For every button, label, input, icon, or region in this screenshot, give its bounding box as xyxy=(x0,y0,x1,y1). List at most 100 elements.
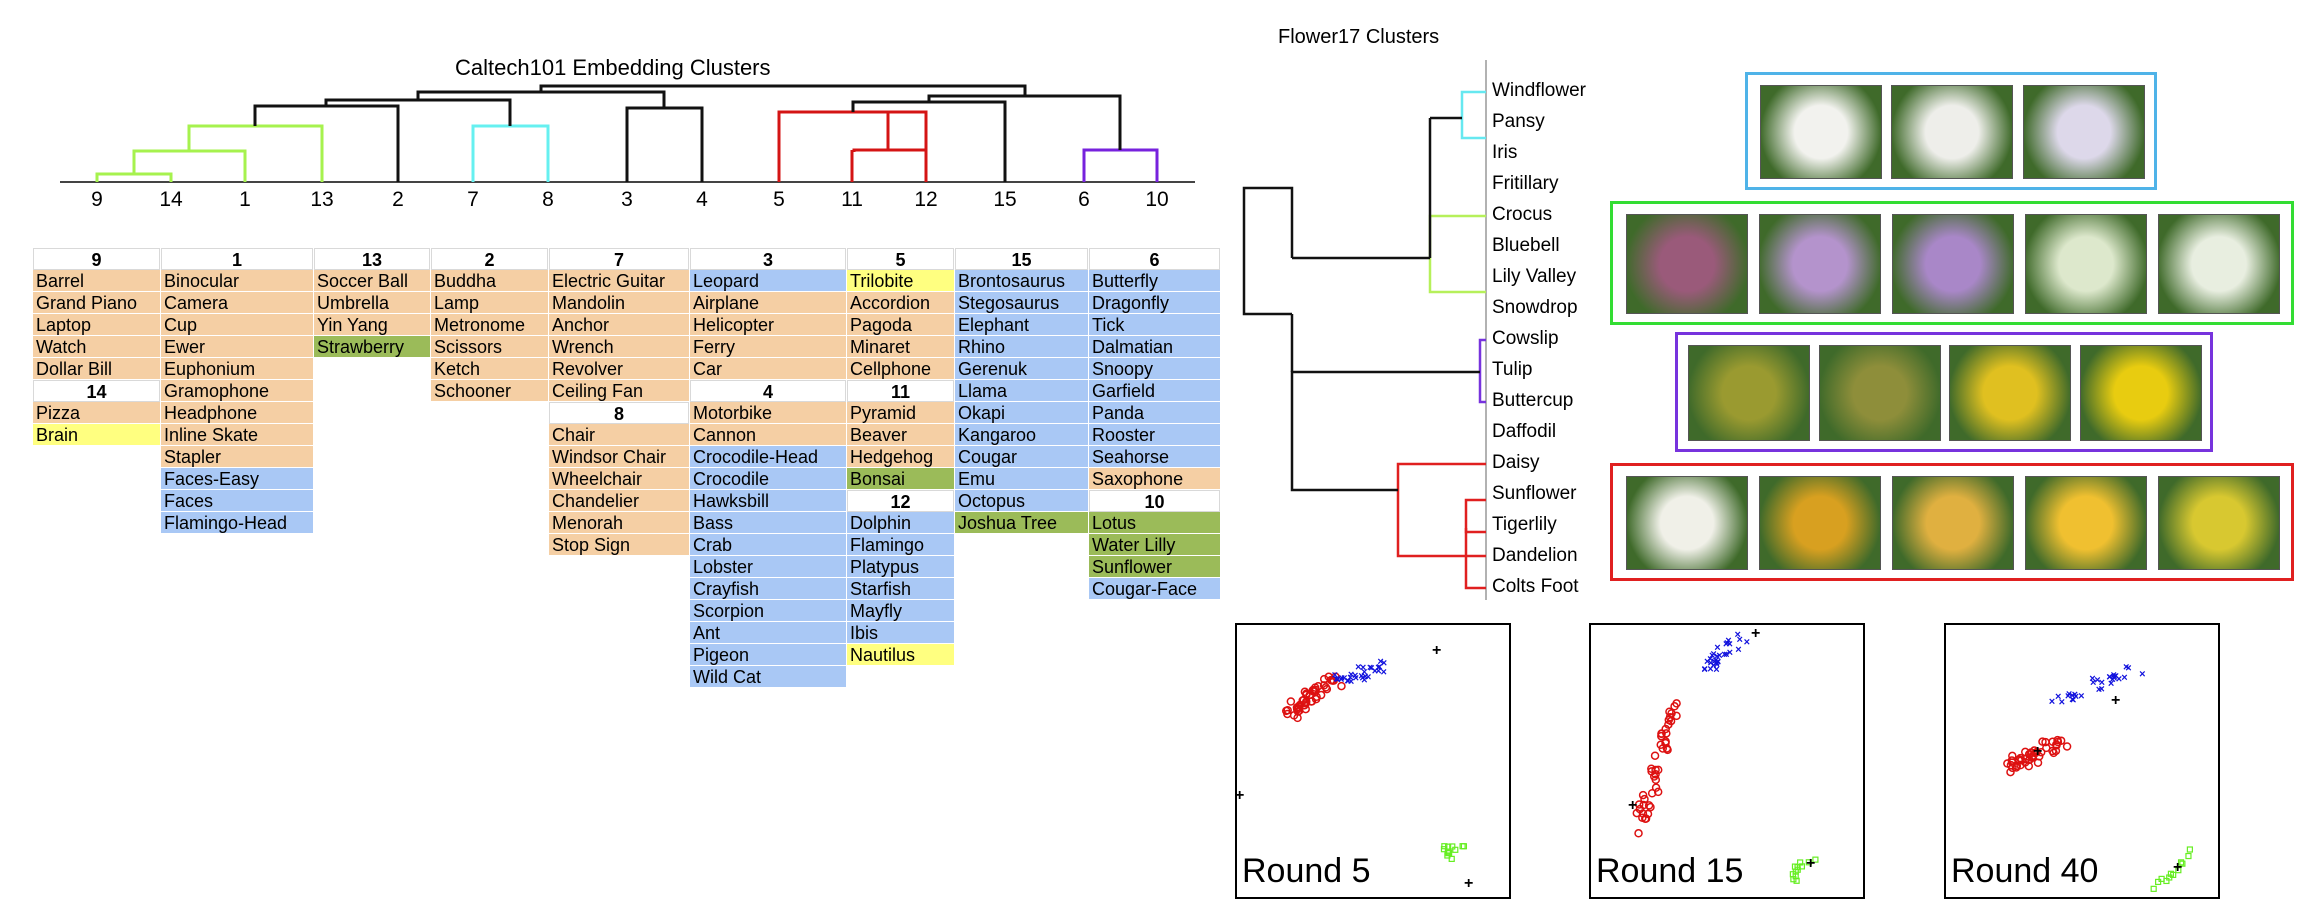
cluster-item: Gerenuk xyxy=(955,358,1088,380)
scatter-center: + xyxy=(2111,692,2120,709)
scatter-point: × xyxy=(1713,657,1719,669)
scatter-point xyxy=(2163,877,2170,885)
scatter-point: × xyxy=(1348,669,1354,681)
scatter-point: × xyxy=(2106,671,2112,683)
flower-group-box xyxy=(1745,72,2157,190)
scatter-point: × xyxy=(1707,654,1713,666)
scatter-point: × xyxy=(2116,673,2122,685)
scatter-point xyxy=(1646,802,1655,812)
scatter-point xyxy=(1798,863,1806,870)
leaf-label: 1 xyxy=(239,188,251,211)
scatter-point xyxy=(1316,690,1326,700)
cluster-item: Rhino xyxy=(955,336,1088,358)
flower-thumbnail xyxy=(2025,476,2147,570)
cluster-header: 7 xyxy=(549,248,689,270)
scatter-point: × xyxy=(2065,691,2071,703)
scatter-point: × xyxy=(2123,661,2129,673)
scatter-point xyxy=(1647,788,1657,798)
cluster-item: Wheelchair xyxy=(549,468,689,490)
cluster-item: Ferry xyxy=(690,336,846,358)
cluster-item: Watch xyxy=(33,336,160,358)
scatter-point: × xyxy=(1367,662,1373,674)
caltech-dendrogram xyxy=(60,84,1195,183)
scatter-point: × xyxy=(2121,672,2127,684)
cluster-item: Brontosaurus xyxy=(955,270,1088,292)
cluster-item: Trilobite xyxy=(847,270,954,292)
scatter-point xyxy=(1647,764,1656,773)
cluster-item: Rooster xyxy=(1089,424,1220,446)
scatter-point xyxy=(1638,790,1648,800)
round-label: Round 5 xyxy=(1242,852,1371,890)
scatter-center: + xyxy=(1751,625,1760,642)
flower-thumbnail xyxy=(2158,476,2280,570)
flower-label: Daffodil xyxy=(1492,421,1557,442)
cluster-column: 5 Trilobite Accordion Pagoda Minaret Cellphon… xyxy=(847,248,954,666)
scatter-point xyxy=(1656,740,1665,750)
scatter-point: × xyxy=(1352,670,1358,682)
scatter-point xyxy=(2150,885,2157,892)
cluster-item: Yin Yang xyxy=(314,314,430,336)
scatter-point xyxy=(2167,870,2175,877)
cluster-item: Dolphin xyxy=(847,512,954,534)
cluster-column: 2 Buddha Lamp Metronome Scissors Ketch Schoone… xyxy=(431,248,548,402)
scatter-point: × xyxy=(1375,662,1381,674)
scatter-point: × xyxy=(1714,659,1720,671)
scatter-point xyxy=(1805,859,1812,866)
scatter-point: × xyxy=(1338,674,1344,686)
scatter-point xyxy=(1311,694,1321,704)
scatter-point xyxy=(1650,751,1660,760)
cluster-item: Dragonfly xyxy=(1089,292,1220,314)
leaf-label: 11 xyxy=(841,188,863,211)
scatter-point: × xyxy=(1345,676,1351,688)
cluster-column: 7 Electric Guitar Mandolin Anchor Wrench Revo… xyxy=(549,248,689,556)
cluster-item: Bass xyxy=(690,512,846,534)
scatter-point: × xyxy=(1361,674,1367,686)
cluster-item: Cellphone xyxy=(847,358,954,380)
scatter-point xyxy=(1665,707,1674,716)
flower-thumbnail xyxy=(1892,214,2014,314)
scatter-point xyxy=(1448,855,1455,862)
scatter-point xyxy=(1812,856,1819,863)
cluster-item: Camera xyxy=(161,292,313,314)
flower-label: Pansy xyxy=(1492,111,1545,132)
scatter-points: ××××××××××××××××××××××××××××××+++ xyxy=(2003,661,2193,892)
flower-thumbnail xyxy=(1891,85,2013,179)
scatter-point xyxy=(1308,686,1318,696)
scatter-point: × xyxy=(2106,672,2112,684)
cluster-item: Laptop xyxy=(33,314,160,336)
scatter-point xyxy=(1281,706,1291,716)
cluster-item: Umbrella xyxy=(314,292,430,314)
scatter-point: × xyxy=(2049,696,2055,708)
scatter-points: ××××××××××××××××××××××××××××××+++ xyxy=(1628,625,1819,884)
cluster-item: Metronome xyxy=(431,314,548,336)
scatter-point: × xyxy=(1359,672,1365,684)
cluster-header: 14 xyxy=(33,380,160,402)
scatter-point: × xyxy=(2069,690,2075,702)
scatter-point: × xyxy=(1711,656,1717,668)
scatter-point xyxy=(1459,843,1466,850)
scatter-point: × xyxy=(2090,677,2096,689)
leaf-label: 6 xyxy=(1078,188,1090,211)
flower-thumbnail xyxy=(1688,345,1811,441)
flower-label: Colts Foot xyxy=(1492,576,1579,597)
scatter-point: × xyxy=(2111,673,2117,685)
scatter-point: × xyxy=(2113,671,2119,683)
cluster-item: Scorpion xyxy=(690,600,846,622)
scatter-point xyxy=(1337,681,1346,691)
scatter-point: × xyxy=(1721,649,1727,661)
cluster-item: Bonsai xyxy=(847,468,954,490)
scatter-point xyxy=(1663,745,1672,755)
cluster-column: 3 Leopard Airplane Helicopter Ferry Car 4 Motor… xyxy=(690,248,846,688)
leaf-label: 9 xyxy=(91,188,103,211)
scatter-round-40: × × × × × × × × × × × × × × × × × × × × × × × × × × × × × × + + + Round … xyxy=(1944,623,2220,899)
scatter-center: + xyxy=(2173,859,2182,876)
scatter-point xyxy=(2017,755,2026,765)
scatter-point: × xyxy=(1710,660,1716,672)
cluster-header: 6 xyxy=(1089,248,1220,270)
leaf-label: 3 xyxy=(621,188,633,211)
scatter-point: × xyxy=(1368,662,1374,674)
scatter-point xyxy=(2020,747,2030,757)
cluster-item: Snoopy xyxy=(1089,358,1220,380)
scatter-point xyxy=(1449,843,1456,850)
cluster-item: Schooner xyxy=(431,380,548,402)
